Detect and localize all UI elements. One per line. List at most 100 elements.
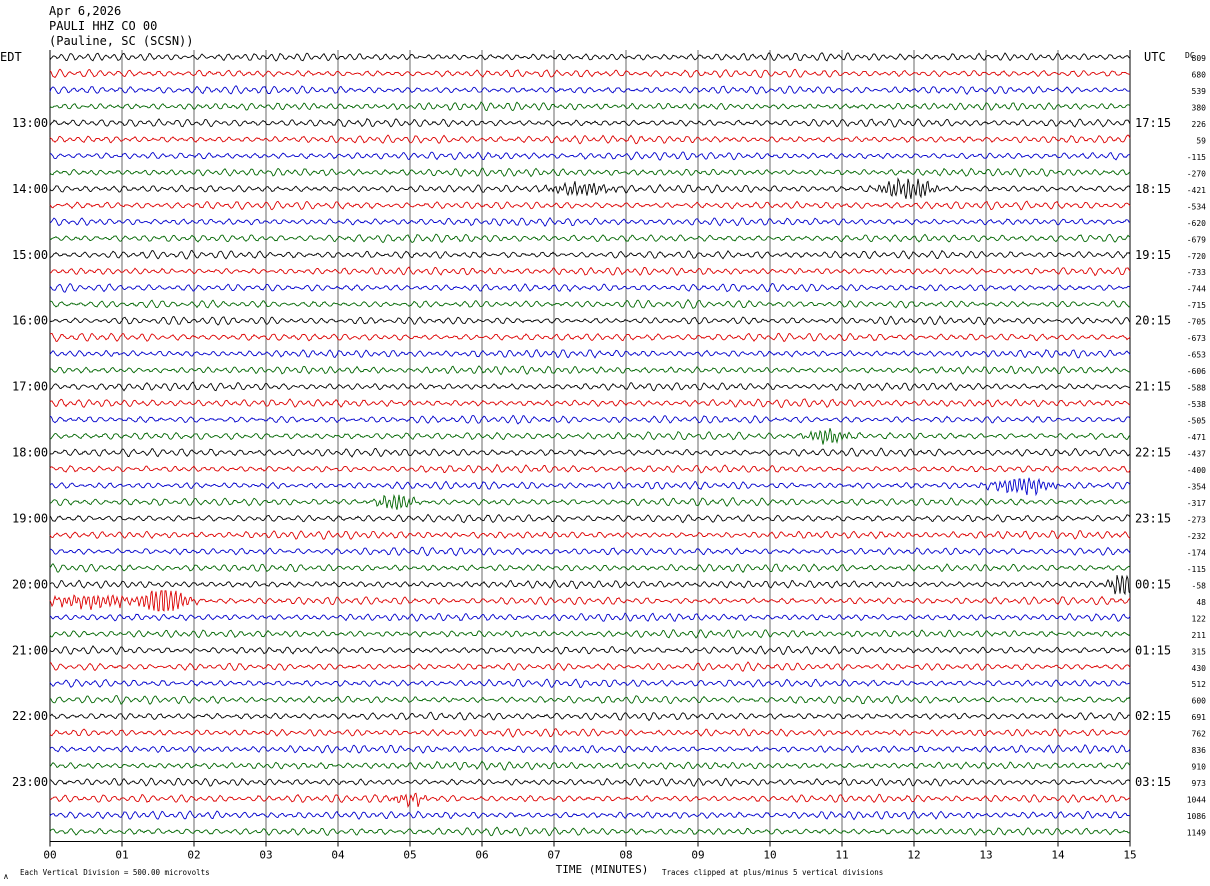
trace-row [49,645,1131,656]
x-tick-label: 05 [403,849,416,862]
x-tick-label: 09 [691,849,704,862]
dc-offset-label: -720 [1187,252,1206,261]
trace-row [49,101,1131,112]
left-hour-label: 23:00 [12,775,48,789]
dc-offset-label: 59 [1196,136,1206,145]
seismic-traces [49,52,1131,837]
trace-row [49,777,1131,787]
dc-offset-label: 539 [1192,87,1207,96]
trace-row [49,629,1131,639]
trace-row [49,217,1131,227]
trace-row [49,200,1131,211]
left-hour-label: 22:00 [12,709,48,723]
dc-offset-label: 315 [1192,647,1207,656]
right-hour-label: 22:15 [1135,446,1171,460]
x-tick-label: 10 [763,849,776,862]
dc-offset-label: -273 [1187,515,1206,524]
trace-row [49,513,1131,524]
scale-note: Each Vertical Division = 500.00 microvol… [20,868,210,877]
trace-row [49,428,1131,445]
trace-row [49,590,1131,612]
dc-offset-label: 1044 [1187,796,1206,805]
dc-offset-label: -270 [1187,169,1206,178]
x-tick-label: 14 [1051,849,1065,862]
left-hour-label: 19:00 [12,511,48,525]
dc-offset-label: -505 [1187,417,1206,426]
left-hour-label: 14:00 [12,182,48,196]
trace-row [49,574,1131,596]
trace-row [49,810,1131,821]
dc-offset-label: 430 [1192,664,1207,673]
dc-offset-label: -174 [1187,548,1206,557]
station-date: Apr 6,2026 [49,4,122,18]
trace-row [49,694,1131,705]
trace-row [49,678,1131,688]
trace-row [49,546,1131,557]
x-tick-label: 08 [619,849,632,862]
dc-offset-label: 380 [1192,103,1207,112]
trace-row [49,118,1131,128]
dc-offset-label: -400 [1187,466,1206,475]
trace-row [49,282,1131,293]
dc-offset-label: 512 [1192,680,1207,689]
left-hour-label: 13:00 [12,116,48,130]
left-hour-label: 17:00 [12,380,48,394]
trace-row [49,52,1131,62]
left-hour-label: 18:00 [12,446,48,460]
dc-offset-label: 809 [1192,54,1207,63]
trace-row [50,151,1130,161]
x-tick-label: 13 [979,849,992,862]
trace-row [49,826,1131,837]
left-hour-label: 20:00 [12,577,48,591]
dc-offset-label: -744 [1187,285,1206,294]
x-tick-label: 02 [187,849,200,862]
dc-offset-label: -588 [1187,384,1206,393]
trace-row [49,414,1131,425]
dc-offset-label: -715 [1187,301,1206,310]
footer-symbol: ∧ [3,872,9,881]
dc-offset-label: -733 [1187,268,1206,277]
trace-row [49,447,1131,458]
x-tick-label: 06 [475,849,488,862]
right-timezone-label: UTC [1144,50,1166,64]
clip-note: Traces clipped at plus/minus 5 vertical … [662,868,883,877]
left-hour-label: 21:00 [12,643,48,657]
dc-offset-label: -115 [1187,153,1206,162]
trace-row [49,711,1131,722]
trace-row [49,728,1131,738]
dc-offset-label: -653 [1187,351,1206,360]
right-hour-label: 19:15 [1135,248,1171,262]
grid-lines [49,50,1131,847]
dc-offset-label: -534 [1187,202,1206,211]
dc-offset-label: 691 [1192,713,1207,722]
station-location: (Pauline, SC (SCSN)) [49,34,194,48]
trace-row [49,177,1131,199]
dc-offset-label: -606 [1187,367,1206,376]
dc-offset-label: -620 [1187,219,1206,228]
trace-row [49,85,1131,96]
right-hour-label: 21:15 [1135,380,1171,394]
dc-offset-label: 211 [1192,631,1207,640]
trace-row [49,661,1131,672]
dc-offset-label: -673 [1187,334,1206,343]
trace-row [49,315,1131,326]
trace-row [49,68,1131,79]
dc-offset-label: -437 [1187,450,1206,459]
right-hour-label: 20:15 [1135,314,1171,328]
dc-offset-label: 1149 [1187,829,1206,838]
trace-row [49,792,1131,808]
dc-offset-label: 762 [1192,730,1207,739]
trace-row [49,266,1131,277]
dc-offset-label: 48 [1196,598,1206,607]
trace-row [49,744,1131,755]
axis-labels: 00 01 02 03 04 05 06 07 08 09 10 11 12 13 14 15 TIME (MI… [0,50,1206,881]
right-hour-label: 00:15 [1135,577,1171,591]
trace-row [49,381,1131,392]
x-tick-label: 04 [331,849,345,862]
dc-offset-label: 836 [1192,746,1207,755]
right-hour-label: 18:15 [1135,182,1171,196]
x-tick-label: 03 [259,849,272,862]
trace-row [49,760,1131,771]
trace-row [49,563,1131,574]
